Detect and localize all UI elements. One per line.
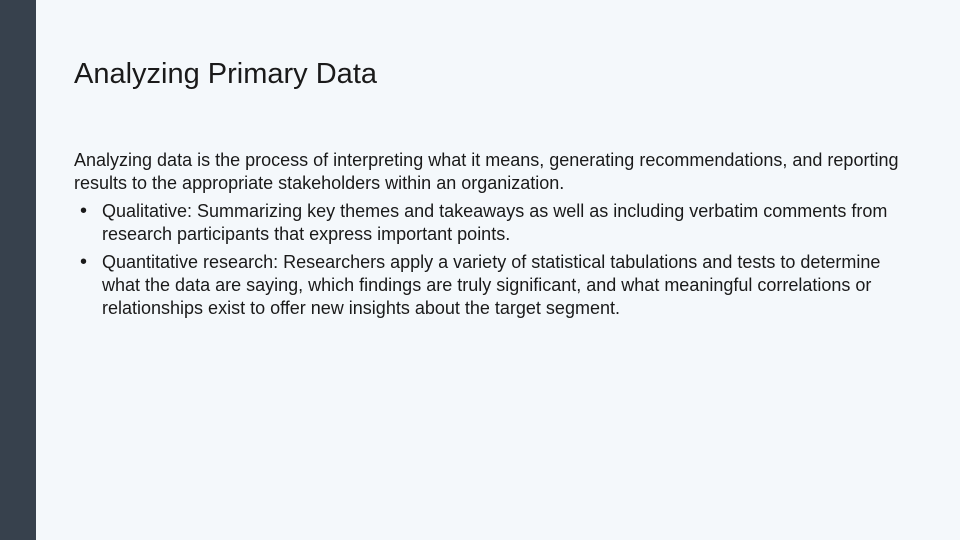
bullet-item: Quantitative research: Researchers apply… [74, 251, 920, 321]
bullet-item: Qualitative: Summarizing key themes and … [74, 200, 920, 247]
slide-title: Analyzing Primary Data [74, 58, 920, 91]
slide-content: Analyzing Primary Data Analyzing data is… [36, 0, 960, 540]
sidebar-accent-bar [0, 0, 36, 540]
bullet-list: Qualitative: Summarizing key themes and … [74, 200, 920, 321]
slide-intro-paragraph: Analyzing data is the process of interpr… [74, 149, 920, 196]
